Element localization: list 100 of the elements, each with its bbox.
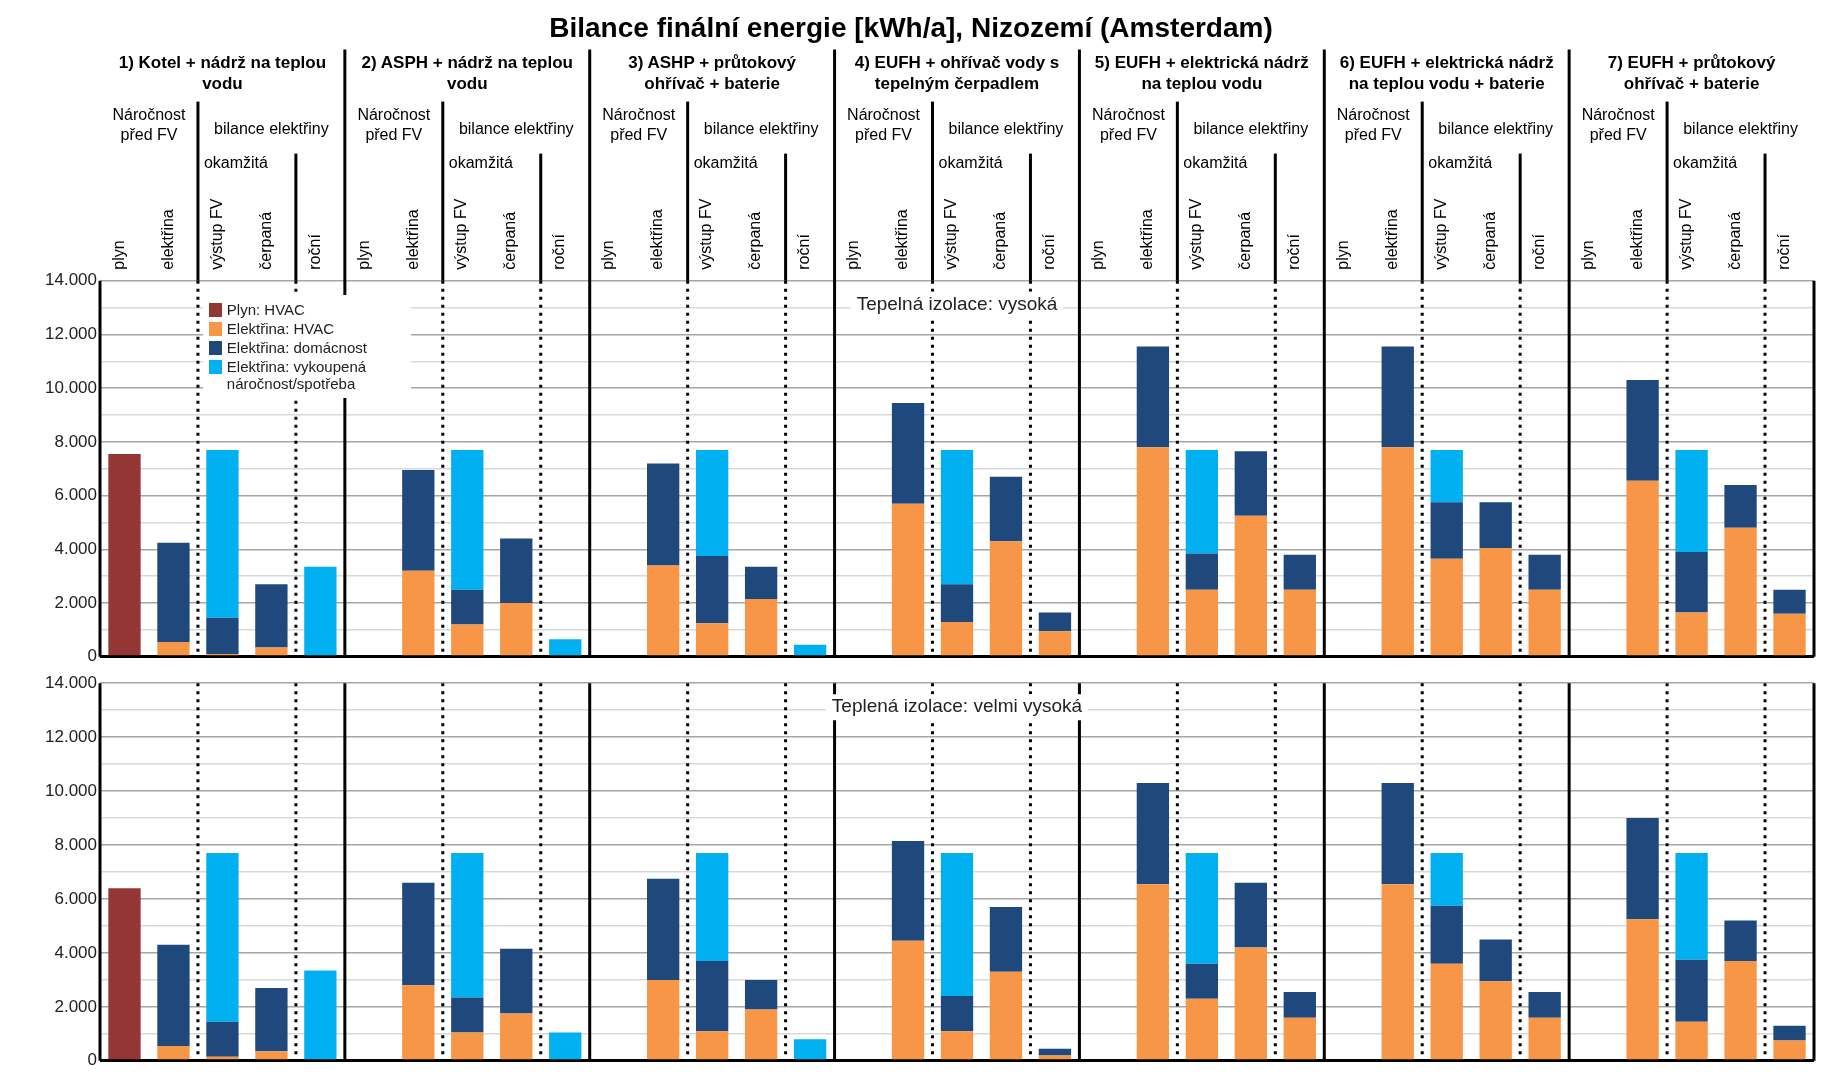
- bar: [940, 1031, 974, 1060]
- bar: [647, 979, 680, 1060]
- y-tick-label: 12.000: [45, 324, 97, 344]
- legend-label: Elektřina: domácnost: [226, 338, 367, 356]
- bar: [1773, 589, 1806, 614]
- bar: [451, 997, 484, 1033]
- text: okamžitá: [203, 153, 269, 171]
- bar: [451, 589, 484, 625]
- x-tick-label: elektřina: [893, 209, 911, 270]
- bar: [206, 853, 239, 1022]
- text: 2) ASPH + nádrž na teplou vodu: [361, 52, 573, 93]
- bar: [647, 878, 680, 980]
- x-tick-label: výstup FV: [1187, 198, 1205, 270]
- bar: [1283, 1017, 1316, 1060]
- x-tick-label: plyn: [1089, 240, 1107, 270]
- x-tick-label: elektřina: [1138, 209, 1156, 270]
- bar: [891, 402, 925, 504]
- bar: [206, 449, 239, 618]
- bar: [1381, 447, 1414, 656]
- bar: [206, 617, 239, 655]
- bar: [1479, 981, 1512, 1060]
- text: 4) EUFH + ohřívač vody s tepelným čerpadlem: [854, 52, 1060, 93]
- bar: [304, 970, 337, 1060]
- x-tick-label: čerpaná: [1236, 211, 1254, 270]
- bar: [157, 1045, 190, 1060]
- bar: [451, 853, 484, 998]
- bar: [1234, 451, 1267, 516]
- x-tick-label: plyn: [1578, 240, 1596, 270]
- x-tick-label: plyn: [354, 240, 372, 270]
- x-tick-label: výstup FV: [1676, 198, 1694, 270]
- bar: [1136, 447, 1170, 656]
- bar: [1430, 449, 1463, 503]
- bar: [1234, 515, 1267, 656]
- bar: [1675, 959, 1708, 1022]
- bar: [206, 1021, 239, 1057]
- x-tick-label: čerpaná: [256, 211, 274, 270]
- annotation: Tepelná izolace: vysoká: [856, 292, 1058, 314]
- x-tick-label: výstup FV: [697, 198, 715, 270]
- x-tick-label: roční: [1774, 233, 1792, 270]
- bar: [1626, 380, 1659, 481]
- x-tick-label: plyn: [844, 240, 862, 270]
- legend-label: Elektřina: vykoupená náročnost/spotřeba: [226, 357, 368, 392]
- y-tick-label: 8.000: [54, 431, 97, 451]
- bar: [1675, 449, 1708, 553]
- bar: [1528, 589, 1561, 656]
- bar: [402, 985, 435, 1060]
- text: 6) EUFH + elektrická nádrž na teplou vodu + baterie: [1339, 52, 1554, 93]
- text: Náročnost před FV: [112, 105, 186, 143]
- bar: [402, 470, 435, 571]
- legend-label: Elektřina: HVAC: [226, 319, 335, 337]
- bar: [989, 541, 1023, 656]
- text: bilance elektřiny: [1683, 119, 1798, 137]
- bar: [1038, 631, 1072, 656]
- bar: [1136, 346, 1170, 448]
- bar: [695, 556, 729, 624]
- text: Náročnost před FV: [847, 105, 921, 143]
- text: okamžitá: [1428, 153, 1493, 171]
- y-tick-label: 0: [87, 1050, 97, 1070]
- bar: [744, 566, 778, 600]
- bar: [1479, 939, 1512, 982]
- bar: [1430, 905, 1463, 964]
- bar: [1136, 782, 1170, 885]
- bar: [451, 449, 484, 590]
- x-tick-label: plyn: [1333, 240, 1351, 270]
- bar: [1479, 502, 1512, 549]
- bar: [1773, 613, 1806, 656]
- y-tick-label: 10.000: [45, 377, 97, 397]
- bar: [1430, 853, 1463, 906]
- x-tick-label: elektřina: [1382, 209, 1400, 270]
- bar: [255, 647, 288, 656]
- text: Náročnost před FV: [357, 105, 431, 143]
- text: bilance elektřiny: [703, 119, 819, 137]
- x-tick-label: čerpaná: [991, 211, 1009, 270]
- bar: [940, 449, 974, 585]
- y-tick-label: 12.000: [45, 726, 97, 746]
- y-tick-label: 10.000: [45, 780, 97, 800]
- text: 1) Kotel + nádrž na teplou vodu: [118, 52, 327, 93]
- bar: [1185, 998, 1219, 1060]
- text: Náročnost před FV: [602, 105, 676, 143]
- text: 3) ASHP + průtokový ohřívač + baterie: [628, 52, 797, 93]
- bar: [1430, 502, 1463, 559]
- y-tick-label: 14.000: [45, 270, 97, 290]
- y-tick-label: 4.000: [54, 539, 97, 559]
- x-tick-label: elektřina: [403, 209, 421, 270]
- x-tick-label: čerpaná: [1725, 211, 1743, 270]
- x-tick-label: čerpaná: [746, 211, 764, 270]
- text: bilance elektřiny: [458, 119, 574, 137]
- bar: [1724, 961, 1757, 1060]
- bar: [940, 584, 974, 622]
- x-tick-label: elektřina: [648, 209, 666, 270]
- bar: [157, 944, 190, 1046]
- bar: [1283, 589, 1316, 656]
- text: okamžitá: [938, 153, 1003, 171]
- x-tick-label: roční: [1529, 233, 1547, 270]
- bar: [1185, 589, 1219, 656]
- text: Náročnost před FV: [1336, 105, 1411, 143]
- bar: [1136, 884, 1170, 1060]
- bar: [1675, 853, 1708, 960]
- x-tick-label: výstup FV: [1431, 198, 1449, 270]
- bar: [989, 476, 1023, 542]
